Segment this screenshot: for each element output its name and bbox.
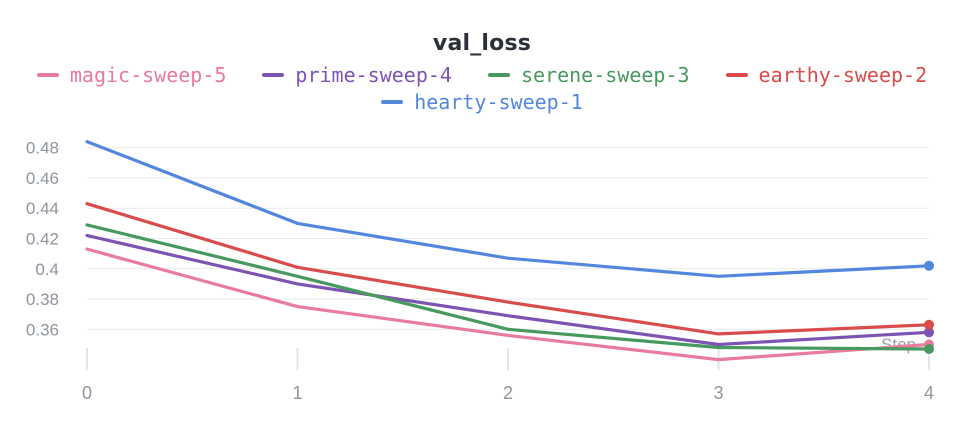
series-line-hearty-sweep-1[interactable] xyxy=(85,140,931,278)
legend-swatch-icon xyxy=(487,73,510,77)
chart-legend: magic-sweep-5 prime-sweep-4 serene-sweep-3… xyxy=(10,62,954,115)
end-point-hearty-sweep-1[interactable] xyxy=(924,260,934,271)
end-point-prime-sweep-4[interactable] xyxy=(924,327,934,338)
end-point-earthy-sweep-2[interactable] xyxy=(924,319,934,330)
y-tick-label: 0.44 xyxy=(26,199,59,218)
legend-label: serene-sweep-3 xyxy=(520,63,690,87)
x-tick-label: 1 xyxy=(292,383,302,403)
legend-label: earthy-sweep-2 xyxy=(758,63,928,87)
legend-item-earthy-sweep-2[interactable]: earthy-sweep-2 xyxy=(725,62,928,88)
legend-swatch-icon xyxy=(262,73,285,77)
series-line-magic-sweep-5[interactable] xyxy=(85,247,931,362)
y-tick-label: 0.4 xyxy=(35,260,59,279)
series-line-prime-sweep-4[interactable] xyxy=(85,233,931,347)
x-tick-label: 0 xyxy=(82,383,92,403)
y-tick-label: 0.42 xyxy=(26,230,59,249)
legend-swatch-icon xyxy=(725,73,748,77)
series-line-earthy-sweep-2[interactable] xyxy=(85,202,931,336)
legend-item-magic-sweep-5[interactable]: magic-sweep-5 xyxy=(36,62,227,88)
legend-swatch-icon xyxy=(381,100,404,104)
series-line-serene-sweep-3[interactable] xyxy=(85,223,931,351)
legend-item-hearty-sweep-1[interactable]: hearty-sweep-1 xyxy=(381,89,583,115)
legend-item-serene-sweep-3[interactable]: serene-sweep-3 xyxy=(487,62,690,88)
legend-swatch-icon xyxy=(36,73,59,77)
legend-label: hearty-sweep-1 xyxy=(414,90,583,114)
end-point-serene-sweep-3[interactable] xyxy=(924,344,934,354)
legend-label: magic-sweep-5 xyxy=(69,63,227,87)
y-tick-label: 0.36 xyxy=(26,320,59,339)
chart-title: val_loss xyxy=(432,31,532,56)
x-tick-label: 3 xyxy=(713,383,723,403)
x-tick-label: 4 xyxy=(924,383,934,403)
x-tick-label: 2 xyxy=(503,383,513,403)
legend-label: prime-sweep-4 xyxy=(295,63,452,87)
y-tick-label: 0.48 xyxy=(26,139,59,158)
legend-item-prime-sweep-4[interactable]: prime-sweep-4 xyxy=(262,62,452,88)
y-tick-label: 0.38 xyxy=(26,290,59,309)
y-tick-label: 0.46 xyxy=(26,169,59,188)
